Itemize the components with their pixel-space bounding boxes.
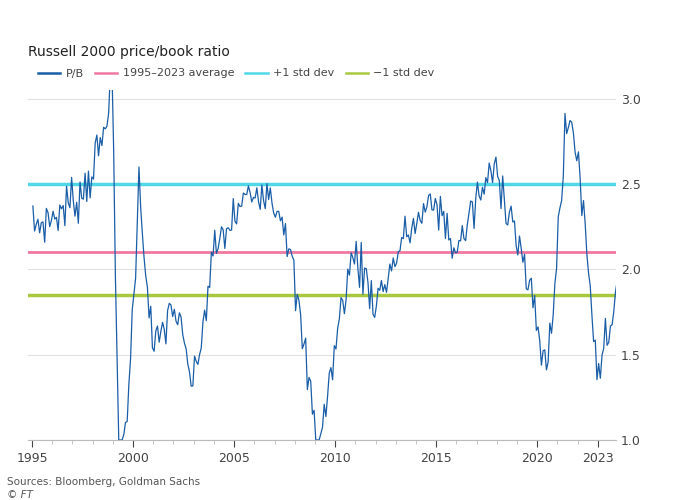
Legend: P/B, 1995–2023 average, +1 std dev, −1 std dev: P/B, 1995–2023 average, +1 std dev, −1 s… (34, 64, 439, 83)
Text: Russell 2000 price/book ratio: Russell 2000 price/book ratio (28, 44, 230, 59)
Text: Sources: Bloomberg, Goldman Sachs: Sources: Bloomberg, Goldman Sachs (7, 477, 200, 487)
Text: © FT: © FT (7, 490, 33, 500)
